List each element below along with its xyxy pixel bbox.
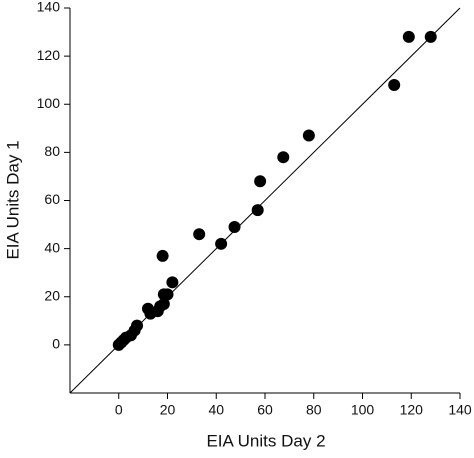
point <box>131 319 144 332</box>
x-tick-label: 0 <box>115 402 123 418</box>
y-tick-label: 20 <box>44 287 60 303</box>
point <box>277 151 290 164</box>
x-tick-label: 80 <box>306 402 322 418</box>
point <box>424 30 437 43</box>
y-axis-title: EIA Units Day 1 <box>3 140 22 259</box>
y-tick-label: 140 <box>37 0 61 15</box>
x-tick-label: 120 <box>400 402 424 418</box>
y-tick-label: 60 <box>44 191 60 207</box>
point <box>193 228 206 241</box>
point <box>156 249 169 262</box>
x-tick-label: 40 <box>208 402 224 418</box>
point <box>302 129 315 142</box>
y-tick-label: 120 <box>37 47 61 63</box>
point <box>166 276 179 289</box>
point <box>402 30 415 43</box>
point <box>388 79 401 91</box>
y-tick-label: 40 <box>44 239 60 255</box>
y-tick-label: 0 <box>52 336 60 352</box>
point <box>157 297 170 310</box>
y-tick-label: 100 <box>37 95 61 111</box>
y-tick-label: 80 <box>44 143 60 159</box>
point <box>215 237 228 250</box>
x-tick-label: 20 <box>160 402 176 418</box>
x-tick-label: 100 <box>351 402 375 418</box>
point <box>251 204 264 217</box>
point <box>228 220 241 233</box>
x-axis-title: EIA Units Day 2 <box>206 431 325 450</box>
x-tick-label: 60 <box>257 402 273 418</box>
point <box>254 175 267 188</box>
point <box>161 288 174 301</box>
x-tick-label: 140 <box>448 402 472 418</box>
